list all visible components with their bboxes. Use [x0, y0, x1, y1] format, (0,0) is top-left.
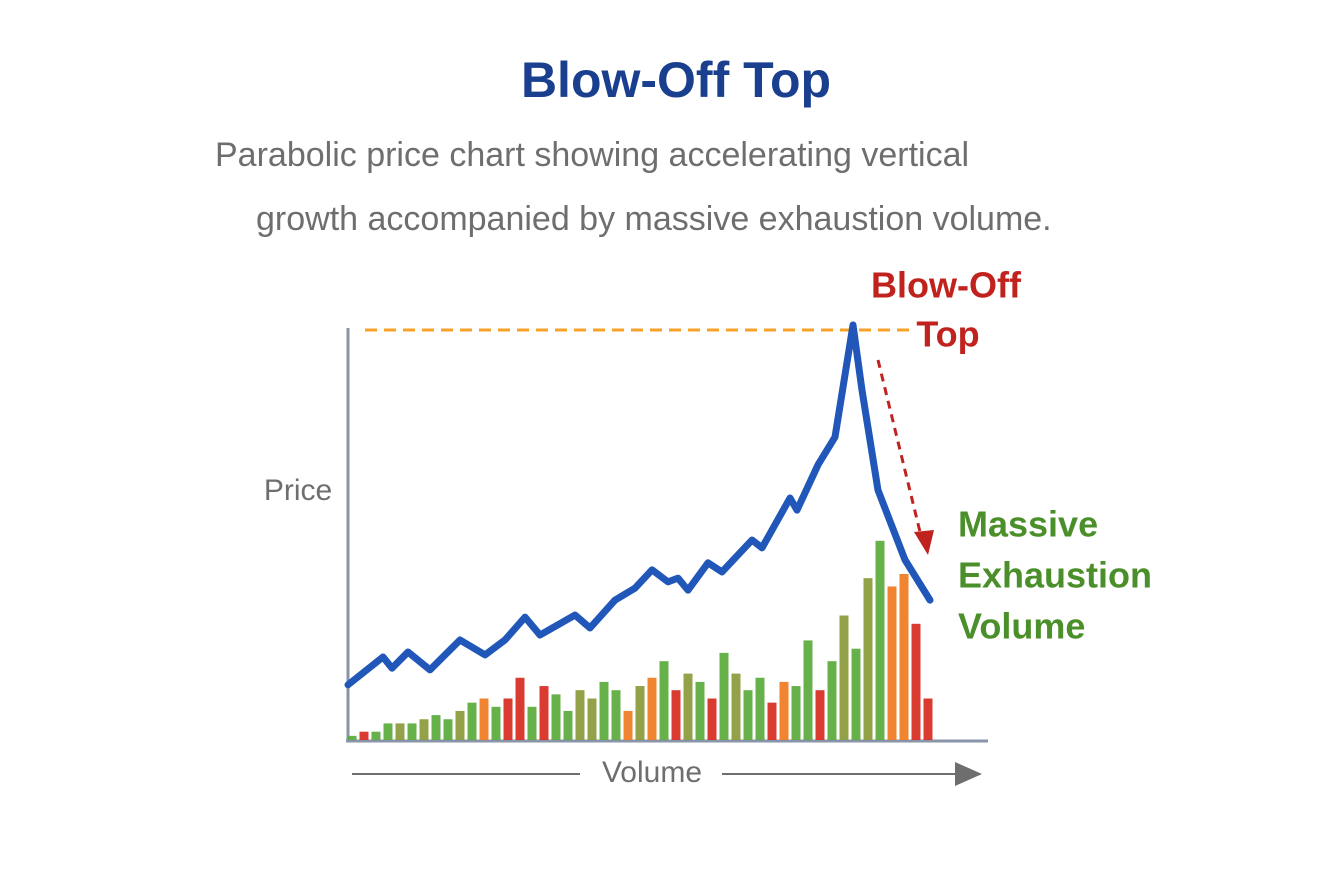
volume-bar	[527, 706, 537, 740]
volume-bar	[851, 648, 861, 740]
subtitle-line: growth accompanied by massive exhaustion…	[256, 200, 1052, 238]
drop-arrow-head	[914, 530, 934, 555]
volume-bar	[383, 723, 393, 740]
plot	[344, 321, 934, 740]
volume-bar	[719, 652, 729, 740]
volume-bar	[695, 681, 705, 740]
peak-label: Top	[916, 314, 979, 355]
volume-bar	[839, 615, 849, 740]
volume-bar	[791, 686, 801, 740]
x-axis-label: Volume	[602, 756, 702, 789]
volume-bar	[671, 690, 681, 740]
volume-bar	[635, 686, 645, 740]
volume-bar	[743, 690, 753, 740]
chart-title: Blow-Off Top	[521, 52, 831, 108]
volume-bar	[503, 698, 513, 740]
volume-bar	[911, 623, 921, 740]
volume-bar	[755, 677, 765, 740]
volume-bar	[731, 673, 741, 740]
volume-bar	[815, 690, 825, 740]
volume-bar	[467, 702, 477, 740]
volume-bar	[659, 661, 669, 740]
x-arrow-head	[955, 762, 982, 786]
volume-bar	[587, 698, 597, 740]
volume-label: Exhaustion	[958, 555, 1152, 596]
volume-bar	[647, 677, 657, 740]
volume-bar	[443, 719, 453, 740]
volume-bar	[875, 540, 885, 740]
volume-label: Massive	[958, 504, 1098, 545]
volume-bar	[479, 698, 489, 740]
volume-bar	[455, 710, 465, 740]
volume-bar	[515, 677, 525, 740]
peak-label: Blow-Off	[871, 265, 1022, 306]
volume-bar	[419, 719, 429, 740]
price-line	[344, 321, 934, 689]
volume-bar	[539, 686, 549, 740]
volume-bar	[563, 710, 573, 740]
volume-bar	[923, 698, 933, 740]
volume-bar	[395, 723, 405, 740]
volume-bar	[551, 694, 561, 740]
volume-bar	[575, 690, 585, 740]
subtitle-line: Parabolic price chart showing accelerati…	[215, 136, 969, 174]
volume-bar	[827, 661, 837, 740]
volume-bar	[599, 681, 609, 740]
volume-bar	[779, 681, 789, 740]
drop-arrow	[876, 359, 924, 541]
volume-bar	[899, 574, 909, 740]
volume-bar	[803, 640, 813, 740]
volume-bar	[767, 702, 777, 740]
volume-bar	[347, 735, 357, 740]
volume-bar	[431, 715, 441, 740]
volume-bar	[623, 710, 633, 740]
volume-bar	[683, 673, 693, 740]
volume-bar	[491, 706, 501, 740]
volume-bar	[359, 731, 369, 740]
volume-bar	[863, 578, 873, 740]
volume-bar	[707, 698, 717, 740]
volume-bar	[371, 731, 381, 740]
y-axis-label: Price	[264, 474, 332, 507]
volume-bar	[407, 723, 417, 740]
volume-bar	[611, 690, 621, 740]
volume-label: Volume	[958, 606, 1085, 647]
volume-bar	[887, 586, 897, 740]
